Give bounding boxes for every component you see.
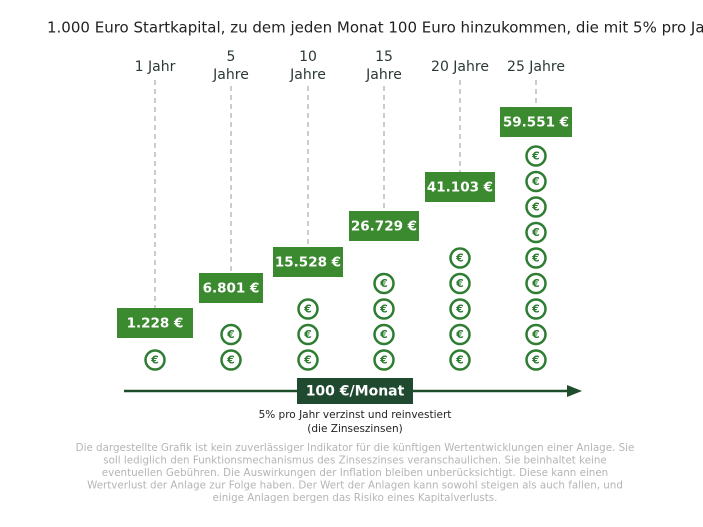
value-label: 59.551 €	[503, 115, 569, 131]
value-label: 1.228 €	[127, 316, 184, 332]
coin	[449, 298, 471, 320]
value-label: 26.729 €	[351, 219, 417, 235]
year-label: 10	[299, 49, 317, 65]
coin	[449, 247, 471, 269]
monthly-label: 100 €/Monat	[306, 384, 405, 400]
coin-symbol: €	[455, 252, 464, 265]
coin	[373, 272, 395, 295]
disclaimer: Die dargestellte Grafik ist kein zuverlä…	[76, 442, 635, 454]
value-box	[199, 273, 263, 303]
coin-symbol: €	[303, 354, 312, 367]
coin-symbol: €	[531, 354, 540, 367]
coin	[373, 298, 395, 320]
coin	[525, 323, 547, 346]
value-box	[117, 308, 193, 338]
title: 1.000 Euro Startkapital, zu dem jeden Mo…	[47, 19, 703, 37]
note: 5% pro Jahr verzinst und reinvestiert	[259, 409, 452, 421]
coin-symbol: €	[531, 226, 540, 239]
value-label: 41.103 €	[427, 180, 493, 196]
coin-symbol: €	[531, 201, 540, 214]
disclaimer: eventuellen Gebühren. Die Auswirkungen d…	[102, 467, 608, 479]
coin	[449, 323, 471, 346]
coin-symbol: €	[226, 354, 235, 367]
coin-symbol: €	[379, 354, 388, 367]
coin	[525, 221, 547, 244]
coin-symbol: €	[455, 354, 464, 367]
coin	[449, 349, 471, 371]
disclaimer: einige Anlagen bergen das Risiko eines K…	[213, 492, 498, 504]
year-label: Jahre	[289, 67, 326, 83]
coin-symbol: €	[226, 328, 235, 341]
year-label: 15	[375, 49, 393, 65]
coin-symbol: €	[531, 175, 540, 188]
value-box	[349, 211, 419, 241]
coin-symbol: €	[379, 328, 388, 341]
coin	[297, 323, 319, 346]
coin-symbol: €	[455, 303, 464, 316]
value-box	[425, 172, 495, 202]
value-label: 15.528 €	[275, 255, 341, 271]
coin-symbol: €	[379, 303, 388, 316]
coin-symbol: €	[531, 252, 540, 265]
coin	[525, 349, 547, 371]
coin	[525, 247, 547, 269]
coin	[220, 323, 242, 346]
year-label: 20 Jahre	[431, 59, 489, 75]
year-label: 1 Jahr	[135, 59, 176, 75]
disclaimer: Wertverlust der Anlage zur Folge haben. …	[87, 480, 623, 492]
coin	[144, 349, 166, 371]
coin-symbol: €	[531, 328, 540, 341]
coin-symbol: €	[531, 303, 540, 316]
coin-symbol: €	[150, 354, 159, 367]
value-label: 6.801 €	[203, 281, 260, 297]
coin	[297, 349, 319, 371]
coin-symbol: €	[455, 328, 464, 341]
coin-symbol: €	[303, 328, 312, 341]
coin	[220, 349, 242, 371]
coin	[297, 298, 319, 320]
coin-symbol: €	[379, 277, 388, 290]
coin	[373, 323, 395, 346]
coin	[373, 349, 395, 371]
coin	[525, 196, 547, 218]
coin	[525, 145, 547, 167]
year-label: 5	[227, 49, 236, 65]
coin	[525, 170, 547, 193]
coin-symbol: €	[303, 303, 312, 316]
coin	[525, 298, 547, 320]
note: (die Zinseszinsen)	[307, 423, 402, 435]
disclaimer: soll lediglich den Funktionsmechanismus …	[103, 455, 607, 467]
year-label: Jahre	[212, 67, 249, 83]
coin	[525, 272, 547, 295]
value-box	[500, 107, 572, 137]
coin	[449, 272, 471, 295]
coin-symbol: €	[455, 277, 464, 290]
year-label: Jahre	[365, 67, 402, 83]
year-label: 25 Jahre	[507, 59, 565, 75]
value-box	[273, 247, 343, 277]
coin-symbol: €	[531, 150, 540, 163]
coin-symbol: €	[531, 277, 540, 290]
monthly-box	[297, 378, 413, 404]
arrow-head	[567, 385, 582, 397]
